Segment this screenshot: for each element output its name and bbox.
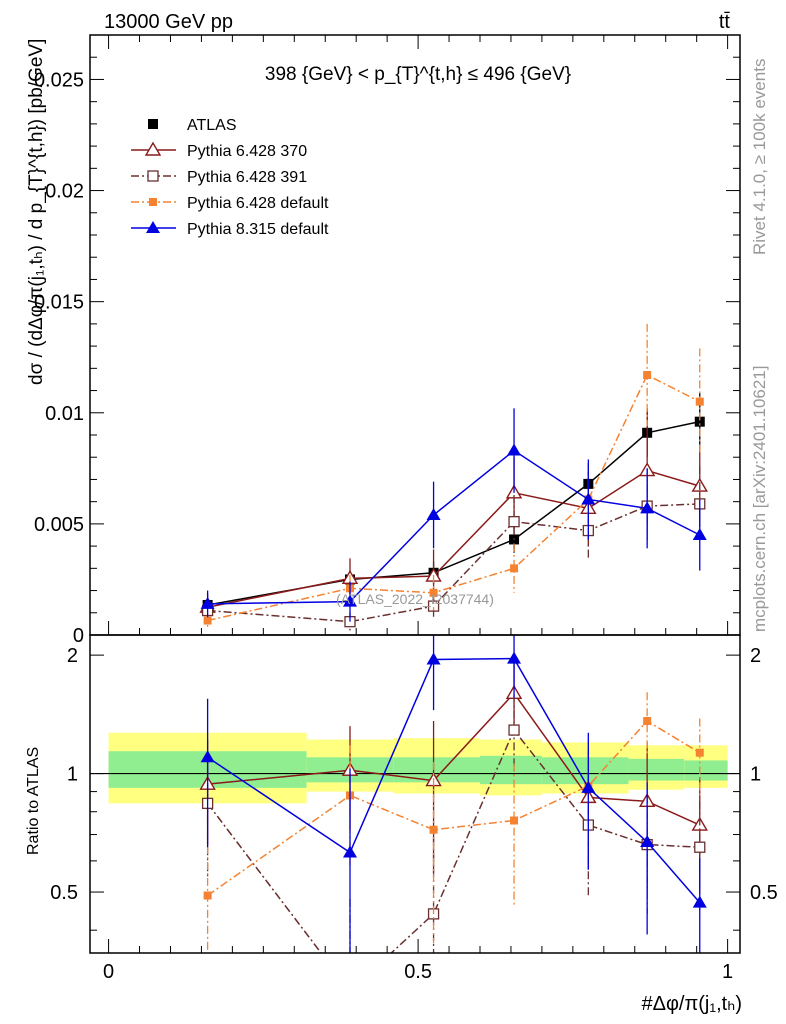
x-axis-label: #Δφ/π(j₁,tₕ) <box>641 993 742 1015</box>
x-axis: 0 0.5 1 <box>103 35 733 983</box>
legend-entry-label: Pythia 8.315 default <box>187 221 329 238</box>
legend-marker <box>144 141 162 156</box>
ratio-panel: 0.5 0.51 12 2 0 0.5 1 Ratio to ATLAS #Δφ/π(j₁… <box>25 35 778 1015</box>
ratio-series-2 <box>203 692 704 953</box>
main-data-point <box>429 588 438 597</box>
ratio-panel-frame <box>89 634 741 954</box>
main-data-point <box>581 492 596 505</box>
ratio-data-point <box>692 895 707 908</box>
chart-title: 398 {GeV} < p_{T}^{t,h} ≤ 496 {GeV} <box>265 64 571 85</box>
legend-marker <box>147 170 159 182</box>
main-data-point <box>640 501 655 514</box>
ratio-data-point <box>581 780 596 793</box>
main-data-point <box>643 371 652 379</box>
main-y-tick-label: 0 <box>73 625 84 647</box>
main-y-tick-label: 0.005 <box>34 514 84 536</box>
main-series-0 <box>202 392 705 612</box>
main-y-axis-label: dσ / (dΔφ/π(j₁,tₕ) / d p_{T}^{t,h}) [pb/… <box>26 39 47 385</box>
legend-entry-label: Pythia 6.428 391 <box>187 169 307 186</box>
ratio-uncertainty-bands <box>108 732 728 804</box>
ratio-y-tick-label: 2 <box>67 645 78 667</box>
main-y-axis: 0 0.005 0.01 0.015 0.02 0.025 <box>34 56 740 647</box>
x-tick-label: 0 <box>103 961 114 983</box>
ratio-y-tick-label: 1 <box>67 764 78 786</box>
ratio-data-point <box>510 816 519 825</box>
ratio-series-3 <box>200 635 707 953</box>
header-process-label: tt̄ <box>719 11 731 33</box>
main-y-tick-label: 0.02 <box>45 181 84 203</box>
main-data-point <box>694 416 705 427</box>
main-y-tick-label: 0.015 <box>34 292 84 314</box>
main-data-point <box>692 528 707 540</box>
legend-entry-label: Pythia 6.428 370 <box>187 143 307 160</box>
main-data-point <box>695 397 704 406</box>
main-data-point <box>203 616 212 625</box>
ratio-data-point <box>508 724 520 736</box>
legend-entry-label: ATLAS <box>187 117 237 134</box>
legend-marker <box>148 119 158 129</box>
ratio-data-point <box>200 750 215 763</box>
ratio-band-stat <box>480 755 542 785</box>
main-data-point <box>510 564 519 573</box>
main-series-3 <box>203 323 704 628</box>
ratio-data-point <box>695 748 704 757</box>
x-tick-label: 0.5 <box>404 961 432 983</box>
ratio-band-stat <box>628 758 685 781</box>
legend: ATLAS Pythia 6.428 370 Pythia 6.428 391 Pyt… <box>131 117 329 238</box>
main-series-line <box>207 373 701 622</box>
legend-marker <box>149 198 157 206</box>
ratio-y-tick-label: 0.5 <box>50 882 78 904</box>
ratio-data-point <box>694 841 706 853</box>
main-data-point <box>343 594 357 607</box>
main-y-tick-label: 0.025 <box>34 69 84 91</box>
main-data-point <box>426 508 441 520</box>
header-collision-label: 13000 GeV pp <box>104 11 233 33</box>
ratio-data-point <box>640 835 655 848</box>
main-series-1 <box>199 408 708 621</box>
main-data-point <box>427 600 440 612</box>
ratio-y-tick-label-right: 2 <box>750 645 761 667</box>
main-data-point <box>508 516 520 528</box>
ratio-band-stat <box>541 757 629 785</box>
analysis-watermark: (ATLAS_2022_I2037744) <box>336 591 494 607</box>
main-data-point <box>200 596 215 609</box>
main-panel: (ATLAS_2022_I2037744) 0 0.005 0.01 0.015 0.0… <box>26 11 741 647</box>
legend-marker <box>146 221 160 233</box>
ratio-data-point <box>429 825 438 834</box>
ratio-data-point <box>203 891 212 900</box>
ratio-band-stat <box>684 760 728 781</box>
ratio-y-tick-label-right: 1 <box>750 764 761 786</box>
ratio-series-layer <box>199 635 708 953</box>
main-y-tick-label: 0.01 <box>45 403 84 425</box>
x-tick-label: 1 <box>722 961 733 983</box>
main-series-4 <box>200 408 707 622</box>
main-series-layer <box>199 323 708 631</box>
main-series-line <box>207 469 700 608</box>
ratio-y-axis-label: Ratio to ATLAS <box>25 747 42 855</box>
ratio-data-point <box>507 651 522 664</box>
ratio-y-tick-label-right: 0.5 <box>750 882 778 904</box>
main-series-line <box>207 449 701 605</box>
ratio-y-axis: 0.5 0.5 1 1 2 2 <box>50 645 778 931</box>
ratio-data-point <box>426 652 441 665</box>
main-series-line <box>207 420 700 606</box>
main-data-point <box>507 443 522 456</box>
ratio-data-point <box>343 845 357 858</box>
legend-entry-label: Pythia 6.428 default <box>187 195 329 212</box>
ratio-data-point <box>643 717 652 726</box>
